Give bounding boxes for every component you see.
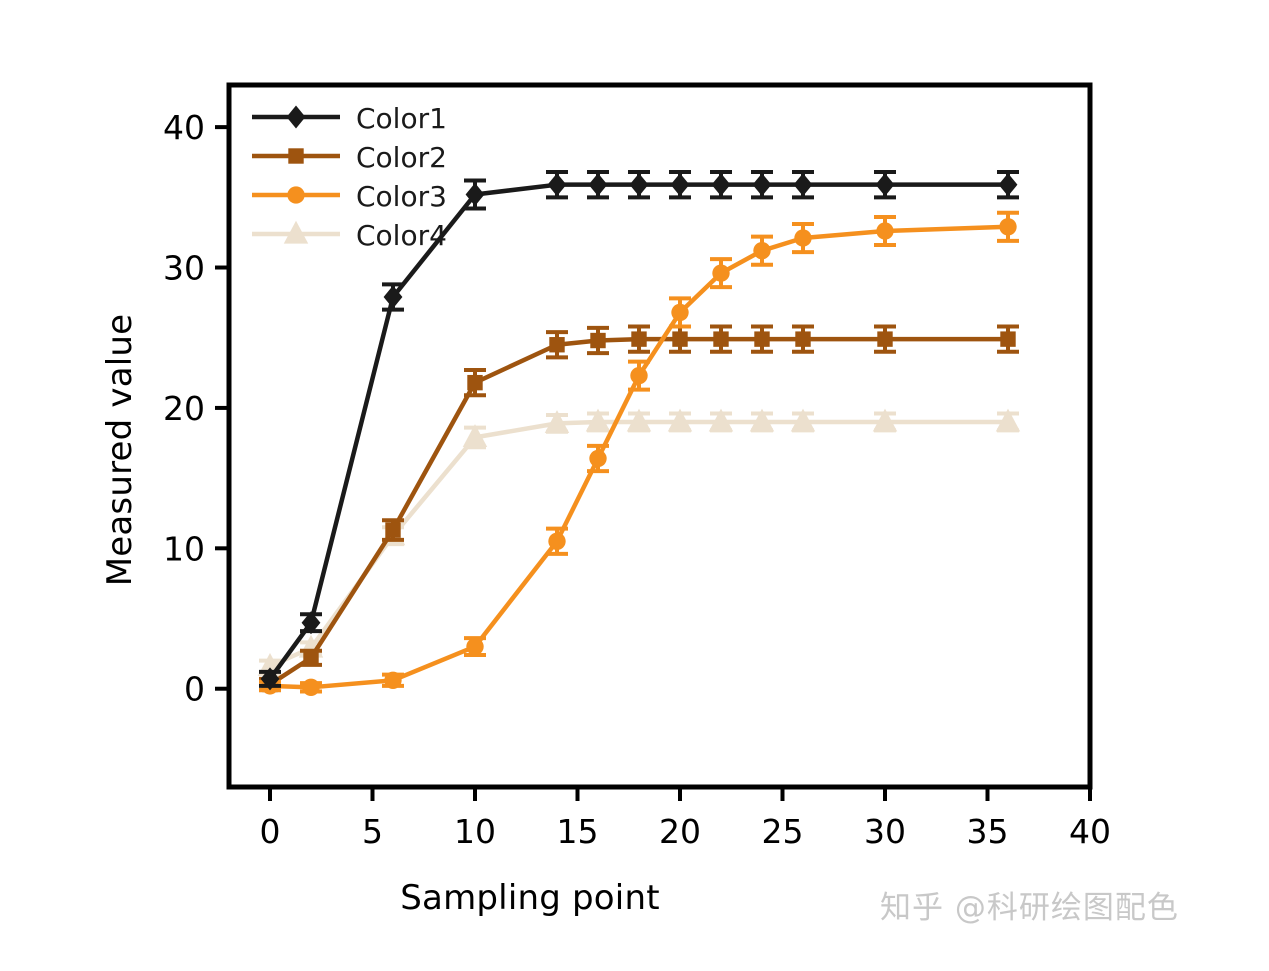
- y-tick-label: 10: [163, 529, 205, 568]
- y-tick-label: 0: [184, 670, 205, 709]
- y-tick-label: 40: [163, 108, 205, 147]
- data-point-diamond: [547, 173, 567, 197]
- legend-item-color2[interactable]: Color2: [252, 141, 447, 174]
- data-point-triangle: [708, 408, 734, 432]
- series-color4: [257, 408, 1021, 676]
- series-line: [267, 419, 1011, 669]
- data-point-diamond: [260, 667, 280, 691]
- data-point-circle: [999, 218, 1017, 236]
- series-color2: [259, 324, 1019, 693]
- data-point-circle: [384, 671, 402, 689]
- data-point-square: [754, 331, 770, 347]
- data-point-diamond: [383, 285, 403, 309]
- data-point-square: [385, 522, 401, 538]
- y-tick-label: 20: [163, 389, 205, 428]
- legend-item-color1[interactable]: Color1: [252, 102, 447, 135]
- legend-label: Color4: [356, 219, 447, 252]
- x-tick-label: 40: [1069, 812, 1111, 851]
- data-point-square: [467, 374, 483, 391]
- data-point-diamond: [588, 173, 608, 197]
- data-point-circle: [630, 366, 648, 385]
- watermark-text: 知乎 @科研绘图配色: [880, 890, 1179, 926]
- data-point-circle: [753, 241, 771, 260]
- x-tick-label: 10: [454, 812, 496, 851]
- x-tick-label: 15: [557, 812, 599, 851]
- data-point-square: [303, 650, 319, 666]
- x-axis-label: Sampling point: [400, 878, 660, 918]
- legend-label: Color2: [356, 141, 447, 174]
- data-point-circle: [548, 532, 566, 550]
- data-point-square: [795, 331, 811, 347]
- data-point-square: [288, 148, 304, 164]
- data-point-triangle: [667, 408, 693, 432]
- data-point-triangle: [790, 408, 816, 432]
- data-point-square: [877, 331, 893, 347]
- data-point-square: [549, 337, 565, 353]
- x-tick-label: 35: [967, 812, 1009, 851]
- x-tick-label: 20: [659, 812, 701, 851]
- data-point-circle: [466, 637, 484, 656]
- data-point-circle: [671, 303, 689, 322]
- data-point-diamond: [301, 611, 321, 635]
- data-point-diamond: [286, 105, 306, 129]
- data-point-circle: [302, 678, 320, 696]
- data-point-diamond: [793, 173, 813, 197]
- legend-item-color4[interactable]: Color4: [252, 219, 447, 252]
- data-point-triangle: [995, 408, 1021, 432]
- data-point-triangle: [585, 408, 611, 432]
- data-point-diamond: [998, 173, 1018, 197]
- series-color1: [259, 170, 1019, 691]
- x-tick-label: 0: [260, 812, 281, 851]
- data-point-square: [713, 331, 729, 347]
- data-point-diamond: [670, 173, 690, 197]
- legend-label: Color3: [356, 180, 447, 213]
- x-tick-label: 5: [362, 812, 383, 851]
- data-point-triangle: [749, 408, 775, 432]
- data-point-triangle: [872, 408, 898, 432]
- data-point-diamond: [875, 173, 895, 197]
- data-point-circle: [287, 186, 305, 204]
- data-point-diamond: [629, 173, 649, 197]
- series-color3: [259, 210, 1019, 696]
- data-point-square: [672, 331, 688, 347]
- x-tick-label: 30: [864, 812, 906, 851]
- data-point-triangle: [544, 410, 570, 433]
- data-point-diamond: [752, 173, 772, 197]
- legend-label: Color1: [356, 102, 447, 135]
- series-line: [267, 224, 1011, 690]
- data-point-triangle: [626, 408, 652, 432]
- data-point-diamond: [465, 183, 485, 206]
- data-point-square: [590, 332, 606, 349]
- data-point-square: [1000, 331, 1016, 347]
- legend-item-color3[interactable]: Color3: [252, 180, 447, 213]
- y-axis-label: Measured value: [100, 313, 140, 587]
- data-point-diamond: [711, 173, 731, 197]
- y-tick-label: 30: [163, 249, 205, 288]
- data-point-circle: [794, 229, 812, 247]
- data-point-circle: [876, 222, 894, 240]
- data-point-square: [631, 331, 647, 347]
- plot-frame: [226, 82, 1093, 790]
- data-point-triangle: [462, 424, 488, 447]
- data-point-circle: [712, 264, 730, 282]
- data-point-circle: [589, 449, 607, 468]
- data-point-triangle: [283, 220, 309, 244]
- x-tick-label: 25: [762, 812, 804, 851]
